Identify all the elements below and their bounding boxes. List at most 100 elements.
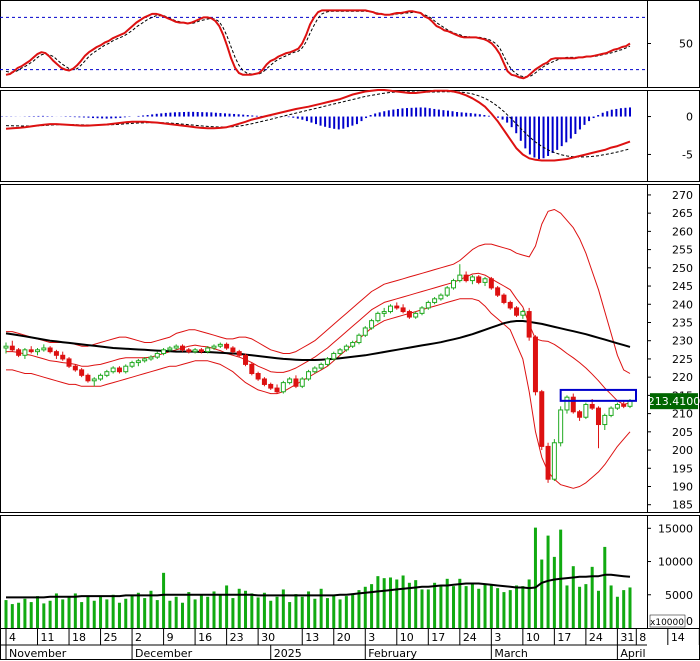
volume-bar — [288, 602, 292, 628]
price-tick-label: 200 — [672, 444, 693, 457]
volume-tick-label: 10000 — [658, 556, 693, 569]
date-tick-label: 11 — [41, 631, 55, 644]
candle-body — [350, 342, 356, 347]
candle-body — [551, 442, 557, 480]
price-tick-label: 190 — [672, 480, 693, 493]
date-tick-label: 30 — [261, 631, 275, 644]
candle-body — [179, 345, 185, 351]
month-label: March — [494, 647, 528, 660]
date-tick-label: 2 — [135, 631, 142, 644]
volume-bar — [256, 597, 260, 628]
candle-body — [28, 349, 34, 353]
price-tick-label: 265 — [672, 207, 693, 220]
date-tick-label: 3 — [368, 631, 375, 644]
bollinger-upper-line — [6, 209, 631, 374]
month-label: April — [620, 647, 645, 660]
candle-body — [148, 356, 154, 360]
candle-body — [495, 287, 501, 296]
stochastic-signal-line — [5, 10, 631, 78]
volume-bar — [332, 594, 336, 628]
volume-zero-label: 0 — [686, 615, 693, 628]
price-tick-label: 250 — [672, 262, 693, 275]
date-tick-label: 8 — [639, 631, 646, 644]
volume-bar — [23, 598, 27, 628]
volume-bar — [407, 582, 411, 628]
candle-body — [205, 347, 211, 353]
date-tick-label: 25 — [104, 631, 118, 644]
volume-bar — [281, 589, 285, 628]
volume-bar — [29, 602, 33, 628]
bollinger-lower-line — [6, 298, 631, 489]
volume-bar — [338, 599, 342, 628]
stochastic-panel: 50 — [0, 0, 700, 88]
candle-body — [463, 274, 469, 282]
volume-bar — [395, 579, 399, 628]
volume-bar — [357, 590, 361, 628]
macd-panel: 0 -5 — [0, 89, 700, 182]
candle-body — [230, 347, 236, 353]
candle-body — [53, 351, 59, 356]
volume-bar — [99, 596, 103, 628]
date-tick-label: 3 — [494, 631, 501, 644]
candle-body — [224, 343, 230, 349]
candle-body — [249, 363, 255, 375]
volume-bar — [628, 587, 632, 628]
candle-body — [539, 391, 545, 447]
candle-body — [198, 349, 204, 353]
candle-body — [621, 403, 627, 407]
date-tick-label: 23 — [230, 631, 244, 644]
volume-unit-box — [649, 614, 686, 628]
volume-bar — [73, 593, 77, 628]
volume-bar — [275, 596, 279, 628]
volume-bar — [596, 590, 600, 628]
candle-body — [268, 383, 274, 389]
candle-body — [532, 336, 538, 393]
price-tick-label: 240 — [672, 298, 693, 311]
candle-body — [614, 403, 620, 409]
volume-bar — [149, 590, 153, 628]
last-price-label: 213.4100 — [648, 395, 700, 408]
moving-average-line — [5, 320, 631, 361]
price-tick-label: 210 — [672, 408, 693, 421]
volume-bar — [502, 592, 506, 628]
candle-body — [387, 305, 393, 313]
volume-bar — [42, 603, 46, 628]
volume-bar — [496, 588, 500, 628]
volume-bar — [452, 586, 456, 628]
volume-bar — [477, 588, 481, 628]
month-label: 2025 — [274, 647, 302, 660]
volume-bar — [401, 575, 405, 628]
volume-bar — [92, 600, 96, 628]
volume-bar — [622, 590, 626, 628]
volume-bar — [533, 527, 537, 628]
candle-body — [425, 301, 431, 309]
volume-bar — [552, 556, 556, 628]
volume-bar — [174, 596, 178, 628]
candle-body — [444, 287, 450, 296]
volume-bar — [61, 599, 65, 628]
date-tick-label: 31 — [620, 631, 634, 644]
candle-body — [123, 365, 129, 373]
candle-body — [400, 307, 406, 313]
date-tick-label: 10 — [400, 631, 414, 644]
candle-body — [306, 371, 312, 380]
candle-body — [362, 327, 368, 336]
volume-bar — [199, 594, 203, 628]
price-tick-label: 185 — [672, 499, 693, 512]
candle-body — [154, 352, 160, 358]
date-tick-label: 14 — [671, 631, 685, 644]
volume-bar — [136, 592, 140, 628]
candle-body — [369, 320, 375, 329]
price-frame — [0, 184, 700, 513]
date-tick-label: 9 — [167, 631, 174, 644]
price-tick-label: 225 — [672, 353, 693, 366]
price-tick-label: 230 — [672, 335, 693, 348]
volume-bar — [420, 589, 424, 628]
volume-bar — [388, 577, 392, 628]
date-tick-label: 16 — [198, 631, 212, 644]
volume-bar — [313, 598, 317, 628]
volume-bar — [187, 592, 191, 628]
price-tick-label: 195 — [672, 462, 693, 475]
